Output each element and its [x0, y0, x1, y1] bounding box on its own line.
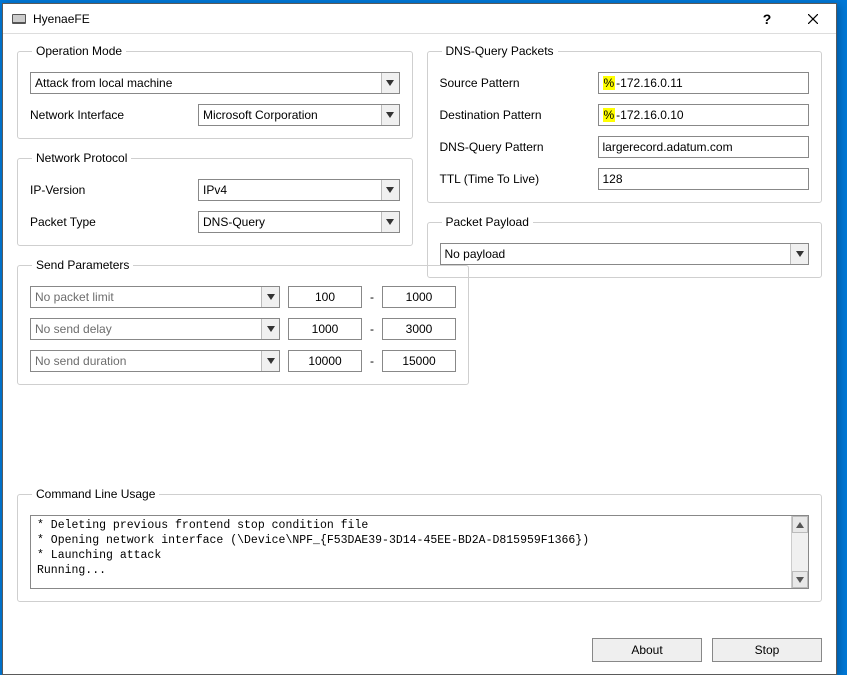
chevron-down-icon — [261, 351, 279, 371]
cmd-line: * Opening network interface (\Device\NPF… — [37, 533, 788, 548]
dns-query-pattern-label: DNS-Query Pattern — [440, 140, 590, 154]
chevron-down-icon — [261, 319, 279, 339]
ttl-field[interactable] — [603, 169, 805, 189]
scroll-track[interactable] — [792, 533, 808, 571]
highlight-token: % — [603, 108, 616, 122]
help-button[interactable]: ? — [744, 4, 790, 34]
range-dash: - — [370, 322, 374, 336]
ip-version-combo[interactable]: IPv4 — [198, 179, 400, 201]
source-pattern-input[interactable]: %-172.16.0.11 — [598, 72, 810, 94]
chevron-down-icon — [381, 212, 399, 232]
send-duration-value: No send duration — [35, 354, 259, 368]
cmd-line: * Deleting previous frontend stop condit… — [37, 518, 788, 533]
destination-pattern-text: -172.16.0.10 — [616, 108, 683, 122]
command-output[interactable]: * Deleting previous frontend stop condit… — [30, 515, 809, 589]
window-title: HyenaeFE — [33, 12, 90, 26]
send-duration-min[interactable]: 10000 — [288, 350, 362, 372]
content-area: Operation Mode Attack from local machine… — [3, 34, 836, 628]
send-delay-value: No send delay — [35, 322, 259, 336]
chevron-down-icon — [790, 244, 808, 264]
source-pattern-label: Source Pattern — [440, 76, 590, 90]
packet-payload-combo[interactable]: No payload — [440, 243, 810, 265]
group-legend: Command Line Usage — [32, 487, 159, 501]
about-button[interactable]: About — [592, 638, 702, 662]
chevron-down-icon — [381, 180, 399, 200]
left-column: Operation Mode Attack from local machine… — [17, 44, 413, 397]
range-dash: - — [370, 354, 374, 368]
group-legend: Send Parameters — [32, 258, 133, 272]
range-dash: - — [370, 290, 374, 304]
group-network-protocol: Network Protocol IP-Version IPv4 Packet … — [17, 151, 413, 246]
app-window: HyenaeFE ? Operation Mode Attack from lo… — [2, 3, 837, 675]
app-icon — [11, 11, 27, 27]
packet-payload-value: No payload — [445, 247, 789, 261]
titlebar: HyenaeFE ? — [3, 4, 836, 34]
chevron-down-icon — [261, 287, 279, 307]
ip-version-value: IPv4 — [203, 183, 379, 197]
packet-limit-combo[interactable]: No packet limit — [30, 286, 280, 308]
scrollbar[interactable] — [791, 516, 808, 588]
chevron-down-icon — [381, 105, 399, 125]
highlight-token: % — [603, 76, 616, 90]
ttl-label: TTL (Time To Live) — [440, 172, 590, 186]
send-delay-min[interactable]: 1000 — [288, 318, 362, 340]
send-delay-combo[interactable]: No send delay — [30, 318, 280, 340]
ip-version-label: IP-Version — [30, 183, 190, 197]
group-legend: Operation Mode — [32, 44, 126, 58]
source-pattern-text: -172.16.0.11 — [616, 76, 683, 90]
network-interface-value: Microsoft Corporation — [203, 108, 379, 122]
packet-type-label: Packet Type — [30, 215, 190, 229]
group-legend: Packet Payload — [442, 215, 533, 229]
cmd-line: Running... — [37, 563, 788, 578]
network-interface-label: Network Interface — [30, 108, 190, 122]
scroll-down-icon[interactable] — [792, 571, 808, 588]
right-column: DNS-Query Packets Source Pattern %-172.1… — [427, 44, 823, 397]
operation-mode-combo[interactable]: Attack from local machine — [30, 72, 400, 94]
group-dns-query-packets: DNS-Query Packets Source Pattern %-172.1… — [427, 44, 823, 203]
destination-pattern-input[interactable]: %-172.16.0.10 — [598, 104, 810, 126]
packet-limit-max[interactable]: 1000 — [382, 286, 456, 308]
stop-button[interactable]: Stop — [712, 638, 822, 662]
group-send-parameters: Send Parameters No packet limit 100 - 10… — [17, 258, 469, 385]
close-icon — [808, 14, 818, 24]
operation-mode-value: Attack from local machine — [35, 76, 379, 90]
packet-limit-value: No packet limit — [35, 290, 259, 304]
send-duration-max[interactable]: 15000 — [382, 350, 456, 372]
packet-type-value: DNS-Query — [203, 215, 379, 229]
close-button[interactable] — [790, 4, 836, 34]
send-delay-max[interactable]: 3000 — [382, 318, 456, 340]
send-duration-combo[interactable]: No send duration — [30, 350, 280, 372]
group-packet-payload: Packet Payload No payload — [427, 215, 823, 278]
chevron-down-icon — [381, 73, 399, 93]
packet-limit-min[interactable]: 100 — [288, 286, 362, 308]
dns-query-pattern-input[interactable] — [598, 136, 810, 158]
dns-query-pattern-field[interactable] — [603, 137, 805, 157]
packet-type-combo[interactable]: DNS-Query — [198, 211, 400, 233]
network-interface-combo[interactable]: Microsoft Corporation — [198, 104, 400, 126]
group-legend: DNS-Query Packets — [442, 44, 558, 58]
group-operation-mode: Operation Mode Attack from local machine… — [17, 44, 413, 139]
destination-pattern-label: Destination Pattern — [440, 108, 590, 122]
scroll-up-icon[interactable] — [792, 516, 808, 533]
cmd-line: * Launching attack — [37, 548, 788, 563]
group-legend: Network Protocol — [32, 151, 131, 165]
ttl-input[interactable] — [598, 168, 810, 190]
footer: About Stop — [3, 628, 836, 674]
